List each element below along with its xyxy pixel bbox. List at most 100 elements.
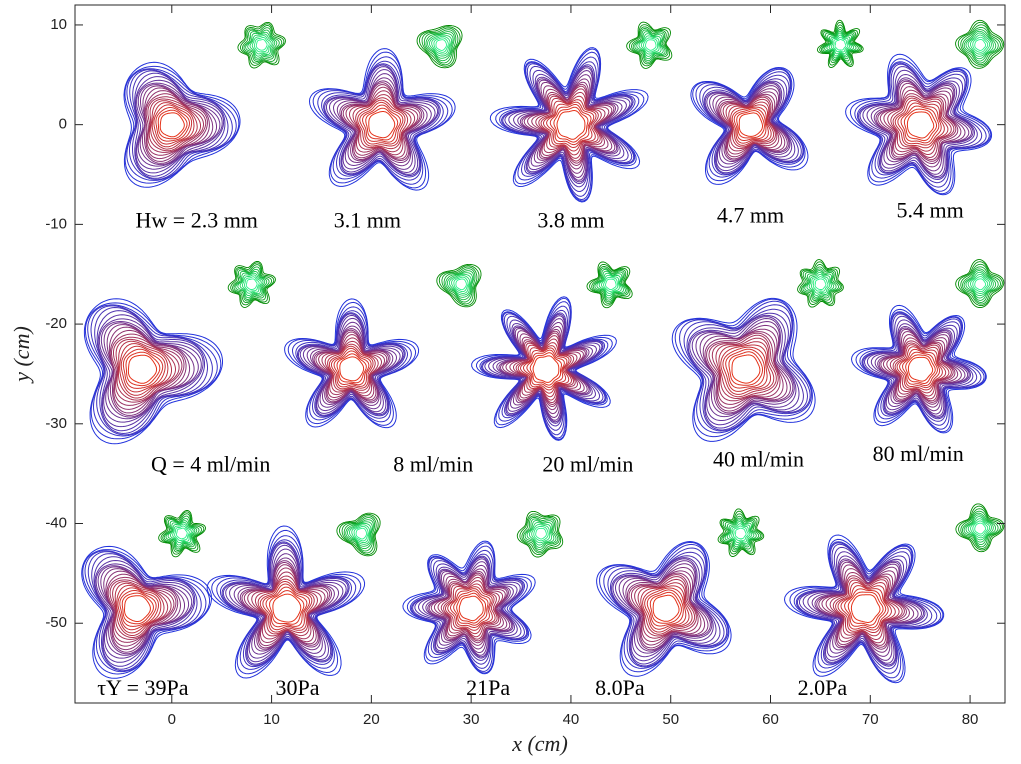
contour-ring [117, 587, 159, 631]
contour-ring [549, 104, 592, 146]
x-tick-label: 20 [363, 711, 380, 728]
contour-ring [798, 546, 928, 667]
contour-ring [897, 102, 942, 146]
contour-ring [972, 520, 989, 537]
contour-ring [247, 31, 276, 59]
contour-ring [783, 534, 945, 684]
contour-ring [970, 273, 991, 294]
contour-ring [686, 308, 809, 431]
contour-ring [905, 354, 936, 384]
contour-ring [516, 510, 564, 558]
contour-ring [731, 354, 761, 384]
contour-ring [245, 29, 278, 61]
contour-ring [429, 34, 453, 57]
contour-ring [892, 342, 950, 397]
inset-pattern [237, 21, 286, 69]
inset-pattern [158, 510, 206, 558]
contour-ring [643, 37, 659, 53]
contour-ring [626, 21, 673, 69]
contour-ring [298, 313, 405, 416]
contour-ring [850, 594, 881, 623]
contour-ring [95, 563, 193, 659]
contour-ring [443, 580, 498, 638]
contour-ring [119, 590, 157, 627]
contour-ring [614, 558, 714, 658]
contour-ring [708, 332, 781, 405]
contour-ring [806, 270, 835, 298]
contour-ring [962, 266, 999, 303]
contour-ring [720, 344, 771, 395]
contour-ring [638, 33, 662, 57]
contour-ring [829, 575, 903, 644]
contour-ring [826, 30, 855, 59]
contour-ring [899, 348, 941, 389]
annotation: 3.1 mm [334, 207, 401, 232]
x-axis-label: x (cm) [511, 731, 568, 756]
contour-ring [870, 323, 970, 417]
contour-ring [216, 535, 357, 670]
contour-ring [586, 261, 633, 309]
contour-ring [421, 27, 459, 66]
annotation: 3.8 mm [537, 207, 604, 232]
contour-ring [91, 553, 198, 670]
contour-ring [690, 66, 809, 185]
contour-ring [119, 343, 169, 396]
contour-ring [887, 93, 955, 159]
contour-ring [642, 585, 690, 633]
contour-ring [592, 267, 628, 303]
contour-ring [546, 101, 595, 149]
contour-ring [634, 576, 697, 639]
contour-ring [634, 29, 666, 62]
contour-ring [339, 80, 425, 163]
contour-ring [436, 263, 482, 308]
contour-ring [692, 67, 806, 182]
contour-ring [974, 278, 987, 291]
contour-ring [706, 81, 793, 168]
inset-pattern [816, 19, 864, 68]
annotation: Q = 4 ml/min [151, 452, 270, 477]
contour-ring [540, 95, 599, 156]
annotation: 30Pa [276, 675, 320, 700]
contour-ring [855, 308, 987, 433]
contour-ring [87, 304, 218, 437]
contour-ring [313, 329, 389, 403]
contour-ring [129, 69, 233, 180]
contour-ring [640, 35, 660, 55]
contour-ring [249, 33, 274, 57]
contour-ring [845, 53, 993, 196]
contour-ring [883, 89, 957, 161]
contour-ring [425, 561, 514, 656]
contour-ring [724, 517, 757, 549]
annotation: 5.4 mm [897, 197, 964, 222]
contour-ring [116, 584, 162, 634]
inset-pattern [416, 25, 463, 69]
inset-pattern [797, 259, 844, 308]
contour-ring [158, 510, 206, 558]
contour-ring [738, 112, 763, 137]
contour-ring [674, 298, 813, 438]
contour-ring [440, 576, 500, 640]
contour-ring [123, 61, 241, 188]
contour-ring [870, 77, 973, 175]
contour-ring [253, 37, 270, 53]
contour-ring [879, 86, 959, 162]
contour-ring [844, 588, 887, 629]
contour-ring [357, 99, 406, 147]
growth-pattern [402, 540, 536, 675]
contour-ring [589, 263, 631, 306]
contour-ring [715, 337, 777, 399]
contour-ring [159, 112, 185, 138]
annotation: 2.0Pa [798, 675, 848, 700]
contour-ring [866, 319, 972, 419]
contour-ring [237, 271, 266, 299]
contour-ring [628, 24, 671, 67]
contour-ring [886, 337, 954, 402]
contour-ring [410, 549, 528, 669]
contour-ring [84, 302, 222, 440]
contour-ring [453, 590, 489, 626]
contour-ring [153, 104, 193, 145]
contour-ring [522, 517, 559, 552]
contour-ring [728, 101, 775, 148]
inset-pattern [336, 512, 381, 557]
contour-ring [824, 29, 857, 60]
